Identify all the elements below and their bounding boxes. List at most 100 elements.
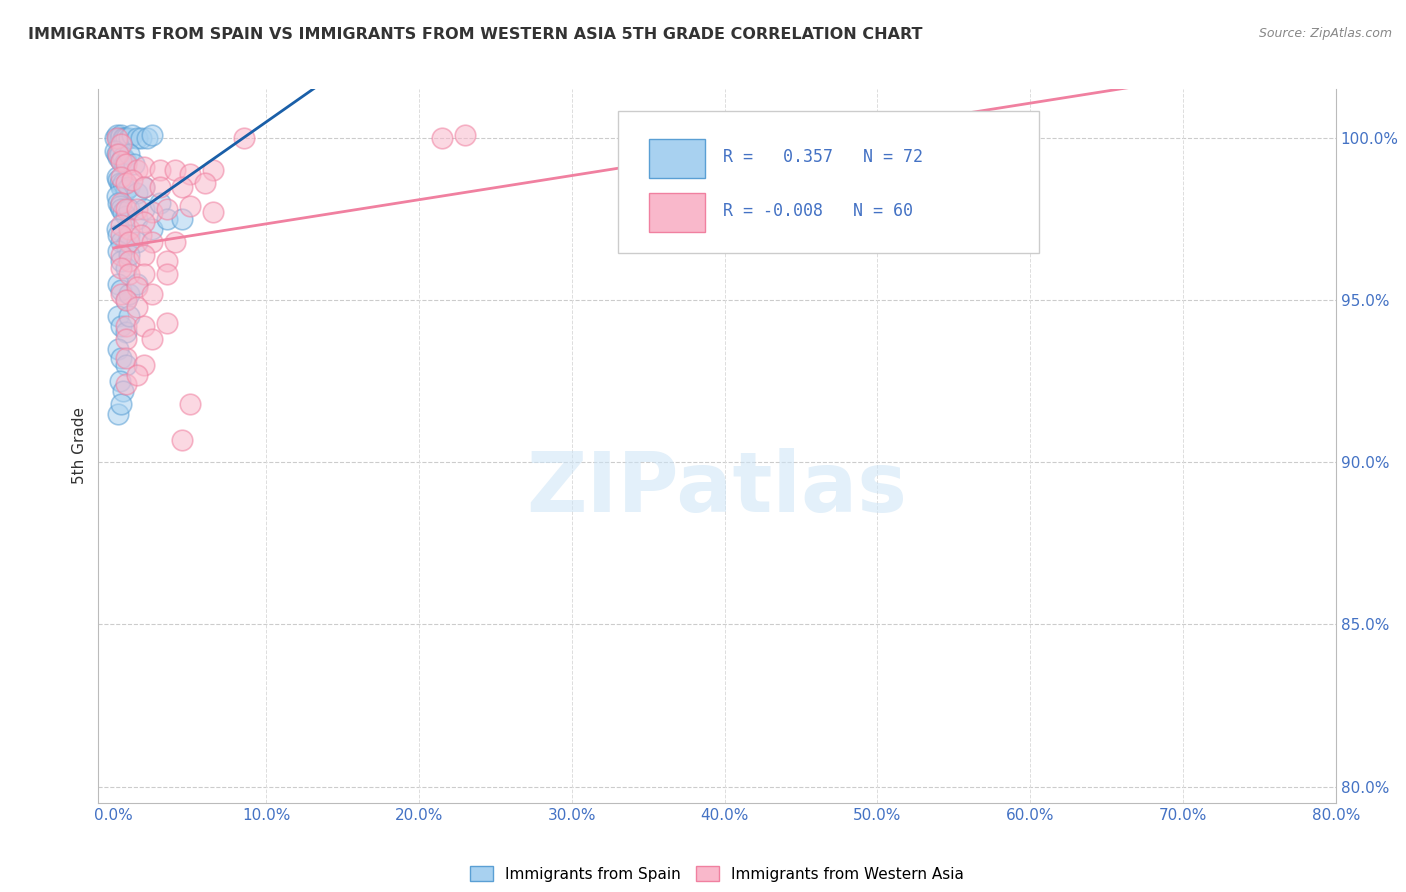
Legend: Immigrants from Spain, Immigrants from Western Asia: Immigrants from Spain, Immigrants from W… bbox=[464, 860, 970, 888]
Point bbox=[112, 157, 135, 171]
Point bbox=[125, 202, 148, 217]
Point bbox=[110, 128, 132, 142]
Point bbox=[110, 283, 132, 297]
Point bbox=[110, 254, 132, 268]
Point bbox=[136, 131, 159, 145]
Point bbox=[134, 160, 156, 174]
Point bbox=[134, 247, 156, 261]
Point bbox=[107, 310, 129, 324]
Point bbox=[110, 195, 132, 210]
Point bbox=[115, 238, 138, 252]
Point bbox=[125, 235, 148, 249]
Point bbox=[118, 286, 141, 301]
Text: IMMIGRANTS FROM SPAIN VS IMMIGRANTS FROM WESTERN ASIA 5TH GRADE CORRELATION CHAR: IMMIGRANTS FROM SPAIN VS IMMIGRANTS FROM… bbox=[28, 27, 922, 42]
Y-axis label: 5th Grade: 5th Grade bbox=[72, 408, 87, 484]
Point bbox=[108, 176, 131, 190]
Point bbox=[115, 318, 138, 333]
Point bbox=[118, 235, 141, 249]
Point bbox=[713, 211, 735, 226]
Bar bbox=[650, 193, 704, 232]
Point bbox=[118, 202, 141, 217]
Bar bbox=[650, 139, 704, 178]
Point bbox=[115, 153, 138, 168]
Point bbox=[148, 163, 170, 178]
Point bbox=[201, 205, 224, 219]
Point bbox=[111, 150, 134, 164]
Point bbox=[115, 326, 138, 340]
Point bbox=[172, 433, 194, 447]
Point bbox=[141, 286, 163, 301]
Point bbox=[110, 235, 132, 249]
Point bbox=[148, 179, 170, 194]
Point bbox=[115, 260, 138, 275]
Point bbox=[179, 199, 201, 213]
Point bbox=[118, 247, 141, 261]
Point bbox=[163, 163, 186, 178]
Point bbox=[107, 150, 129, 164]
Point bbox=[111, 176, 134, 190]
Point bbox=[105, 169, 128, 184]
Point bbox=[125, 186, 148, 200]
Point bbox=[111, 131, 134, 145]
Text: R =   0.357   N = 72: R = 0.357 N = 72 bbox=[723, 148, 924, 166]
Point bbox=[107, 228, 129, 243]
Point bbox=[110, 153, 132, 168]
Point bbox=[134, 179, 156, 194]
Point bbox=[110, 286, 132, 301]
Point bbox=[194, 176, 217, 190]
Point bbox=[110, 397, 132, 411]
Point bbox=[118, 254, 141, 268]
Point bbox=[148, 195, 170, 210]
Point bbox=[110, 179, 132, 194]
Point bbox=[122, 157, 145, 171]
Point bbox=[134, 179, 156, 194]
Point bbox=[115, 377, 138, 392]
Point bbox=[104, 131, 127, 145]
Point bbox=[107, 244, 129, 259]
Point bbox=[104, 144, 127, 158]
Point bbox=[118, 228, 141, 243]
Point bbox=[115, 176, 138, 190]
Point bbox=[129, 131, 152, 145]
Point bbox=[105, 221, 128, 235]
Point bbox=[129, 228, 152, 243]
Point bbox=[118, 179, 141, 194]
Point bbox=[107, 277, 129, 291]
Point bbox=[111, 205, 134, 219]
Point bbox=[141, 128, 163, 142]
Point bbox=[125, 277, 148, 291]
FancyBboxPatch shape bbox=[619, 111, 1039, 253]
Point bbox=[134, 202, 156, 217]
Point bbox=[115, 131, 138, 145]
Point bbox=[156, 254, 179, 268]
Point bbox=[134, 267, 156, 281]
Point bbox=[163, 235, 186, 249]
Point bbox=[156, 211, 179, 226]
Point bbox=[115, 358, 138, 372]
Point bbox=[141, 205, 163, 219]
Point bbox=[110, 247, 132, 261]
Point bbox=[201, 163, 224, 178]
Point bbox=[121, 173, 143, 187]
Point bbox=[156, 316, 179, 330]
Point bbox=[110, 318, 132, 333]
Point bbox=[112, 131, 135, 145]
Point bbox=[125, 131, 148, 145]
Point bbox=[125, 368, 148, 382]
Point bbox=[141, 221, 163, 235]
Point bbox=[105, 189, 128, 203]
Point bbox=[118, 221, 141, 235]
Point bbox=[110, 169, 132, 184]
Point bbox=[110, 219, 132, 233]
Point bbox=[107, 342, 129, 356]
Point bbox=[125, 280, 148, 294]
Point bbox=[134, 215, 156, 229]
Point bbox=[115, 293, 138, 307]
Point bbox=[110, 260, 132, 275]
Point bbox=[172, 179, 194, 194]
Point bbox=[118, 310, 141, 324]
Point bbox=[110, 351, 132, 366]
Point bbox=[110, 137, 132, 152]
Point bbox=[107, 195, 129, 210]
Text: ZIPatlas: ZIPatlas bbox=[527, 449, 907, 529]
